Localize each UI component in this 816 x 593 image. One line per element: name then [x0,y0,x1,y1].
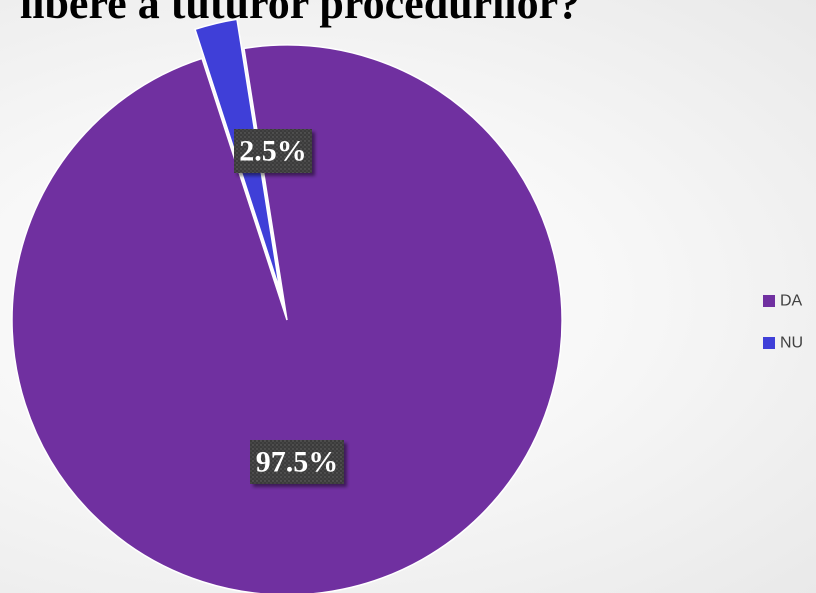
legend-item-da: DA [763,293,803,310]
data-label-background [234,129,312,173]
data-labels: 97.5% 2.5% [234,129,344,484]
chart-title: libere a tuturor procedurilor? [20,0,580,28]
data-label-background [250,440,344,484]
legend-label: DA [780,293,803,310]
data-label-nu: 2.5% [234,129,312,173]
legend-label: NU [780,335,803,352]
pie-slices [11,18,563,593]
legend-swatch [763,295,775,307]
pie-slice-da [11,44,563,593]
data-label-text: 97.5% [256,446,339,479]
data-label-da: 97.5% [250,440,344,484]
data-label-text: 2.5% [239,135,307,168]
legend-swatch [763,337,775,349]
legend: DA NU [763,293,803,352]
legend-item-nu: NU [763,335,803,352]
